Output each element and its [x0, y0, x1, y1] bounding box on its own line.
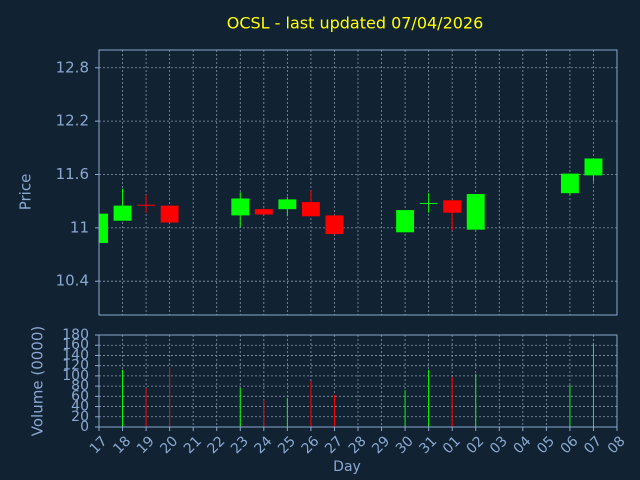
- y-tick-label: 100: [62, 368, 89, 384]
- y-tick-label: 120: [62, 358, 89, 374]
- volume-bar: [169, 367, 171, 427]
- candle-body: [160, 205, 179, 223]
- volume-bar: [569, 385, 571, 427]
- y-tick-label: 140: [62, 347, 89, 363]
- volume-bar: [451, 376, 453, 427]
- candle-body: [443, 200, 462, 213]
- y-tick-label: 0: [80, 419, 89, 435]
- y-axis-label: Price: [17, 174, 35, 211]
- y-tick-label: 60: [71, 388, 89, 404]
- y-tick-label: 40: [71, 399, 89, 415]
- candle-body: [466, 194, 485, 230]
- candle-body: [301, 202, 320, 217]
- candle-body: [99, 213, 108, 243]
- volume-bar: [404, 390, 406, 427]
- candle-body: [584, 158, 603, 176]
- candle-body: [137, 204, 156, 206]
- volume-plot: [99, 335, 617, 427]
- volume-bar: [333, 394, 335, 427]
- candle-body: [278, 199, 297, 210]
- candle-body: [254, 209, 273, 215]
- price-frame: [98, 49, 618, 316]
- candle-body: [396, 210, 415, 233]
- chart-title: OCSL - last updated 07/04/2026: [227, 14, 484, 33]
- y-tick-label: 160: [62, 337, 89, 353]
- volume-bar: [286, 397, 288, 427]
- y-tick-label: 20: [71, 409, 89, 425]
- candle-body: [231, 198, 250, 216]
- volume-bar: [592, 343, 594, 427]
- y-tick-label: 11: [70, 218, 89, 236]
- candle-body: [419, 202, 438, 204]
- y-tick-label: 12.2: [56, 112, 89, 130]
- y-tick-label: 180: [62, 327, 89, 343]
- volume-bar: [263, 399, 265, 427]
- y-tick-label: 10.4: [56, 272, 89, 290]
- candle-body: [325, 215, 344, 235]
- volume-bar: [310, 381, 312, 427]
- candle-body: [560, 173, 579, 194]
- volume-bar: [239, 388, 241, 427]
- price-plot: [99, 50, 617, 315]
- x-axis-label: Day: [333, 459, 361, 475]
- volume-bar: [475, 373, 477, 427]
- volume-bar: [428, 369, 430, 427]
- candle-body: [113, 205, 132, 221]
- volume-bar: [145, 388, 147, 427]
- y-tick-label: 80: [71, 378, 89, 394]
- volume-bar: [122, 369, 124, 427]
- y-axis-label: Volume (0000): [29, 326, 47, 436]
- y-tick-label: 11.6: [56, 165, 89, 183]
- y-tick-label: 12.8: [56, 58, 89, 76]
